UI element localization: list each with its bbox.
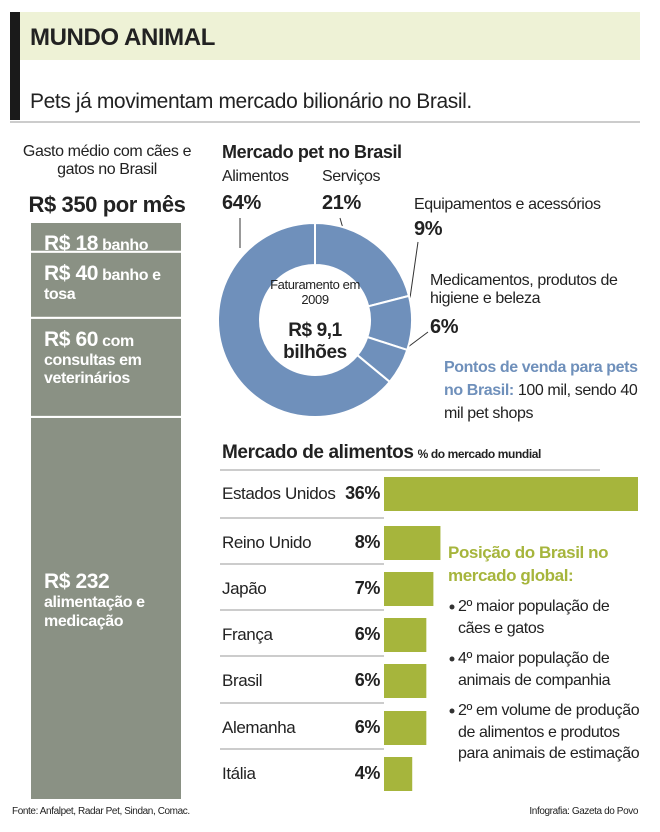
brasil-item: 2º em volume de produção de alimentos e … (458, 702, 640, 763)
bar-category: França (222, 625, 273, 644)
bar-category: Estados Unidos (222, 484, 336, 503)
donut-value: 6% (430, 316, 459, 338)
title: MUNDO ANIMAL (30, 24, 215, 51)
donut-center-value: R$ 9,1 bilhões (283, 320, 347, 363)
bullet (449, 708, 455, 714)
bar (384, 477, 638, 511)
segment-value: R$ 232 (44, 570, 110, 594)
donut-value: 64% (222, 192, 261, 214)
bar-subtitle: % do mercado mundial (417, 447, 542, 461)
segment-label: R$ 18 banho (44, 232, 176, 256)
donut-center-label: Faturamento em 2009 (270, 277, 360, 307)
stack-total: R$ 350 por mês (28, 192, 186, 217)
bullet (449, 656, 455, 662)
donut-value: 9% (414, 218, 443, 240)
segment-value: R$ 18 (44, 232, 99, 255)
bar-category: Itália (222, 764, 256, 783)
bar (384, 618, 427, 652)
segment-label: R$ 60 com consultas em veterinários (44, 328, 176, 389)
donut-category: Equipamentos e acessórios (414, 196, 601, 213)
stack-title: Gasto médio com cães e gatos no Brasil (22, 143, 192, 179)
donut-slice (217, 221, 392, 418)
segment-label: R$ 40 banho e tosa (44, 262, 176, 305)
segment (29, 221, 183, 253)
donut-category: Serviços (322, 168, 381, 185)
bar-category: Reino Unido (222, 533, 312, 552)
bar (384, 757, 413, 791)
bar-category: Japão (222, 579, 267, 598)
bar-value: 36% (345, 483, 380, 503)
bullet (449, 604, 455, 610)
donut-title: Mercado pet no Brasil (222, 142, 402, 162)
bar-value: 6% (354, 717, 381, 737)
segment (29, 415, 183, 801)
segment-name: banho e tosa (44, 266, 161, 303)
bar (384, 664, 427, 698)
bar-heading: Mercado de alimentos % do mercado mundia… (222, 442, 541, 464)
source: Fonte: Anfalpet, Radar Pet, Sindan, Coma… (12, 806, 190, 817)
segment-label: R$ 232 alimentação e medicação (44, 570, 176, 631)
bar (384, 526, 441, 560)
bar-value: 8% (354, 532, 381, 552)
donut-category: Medicamentos, produtos de higiene e bele… (430, 272, 618, 308)
segment-name: alimentação e medicação (44, 594, 145, 630)
bar-value: 7% (354, 578, 381, 598)
bar (384, 711, 427, 745)
brasil-title: Posição do Brasil no mercado global: (448, 543, 609, 585)
bar-value: 6% (354, 670, 381, 690)
bar-category: Brasil (222, 671, 263, 690)
subtitle: Pets já movimentam mercado bilionário no… (30, 90, 472, 113)
donut-slice (355, 335, 409, 384)
segment-name: com consultas em veterinários (44, 332, 142, 388)
bar-value: 6% (354, 624, 381, 644)
donut-category: Alimentos (222, 168, 289, 185)
donut-value: 21% (322, 192, 361, 214)
leader (409, 241, 419, 299)
header-bar (10, 12, 20, 120)
bar-category: Alemanha (222, 718, 296, 737)
note: Pontos de venda para pets no Brasil: 100… (444, 356, 644, 426)
bar (384, 572, 434, 606)
header-band (10, 12, 640, 60)
note-text: 100 mil, sendo 40 mil pet shops (444, 382, 638, 423)
bar-value: 4% (354, 763, 381, 783)
brasil-item: 2º maior população de cães e gatos (458, 598, 610, 637)
brasil-item: 4º maior população de animais de companh… (458, 650, 611, 689)
segment-value: R$ 40 (44, 261, 99, 285)
segment-name: banho (102, 237, 149, 254)
segment-value: R$ 60 (44, 327, 99, 351)
note-title: Pontos de venda para pets no Brasil: (444, 359, 638, 400)
bar-title: Mercado de alimentos (222, 442, 414, 463)
credit: Infografia: Gazeta do Povo (529, 806, 638, 817)
